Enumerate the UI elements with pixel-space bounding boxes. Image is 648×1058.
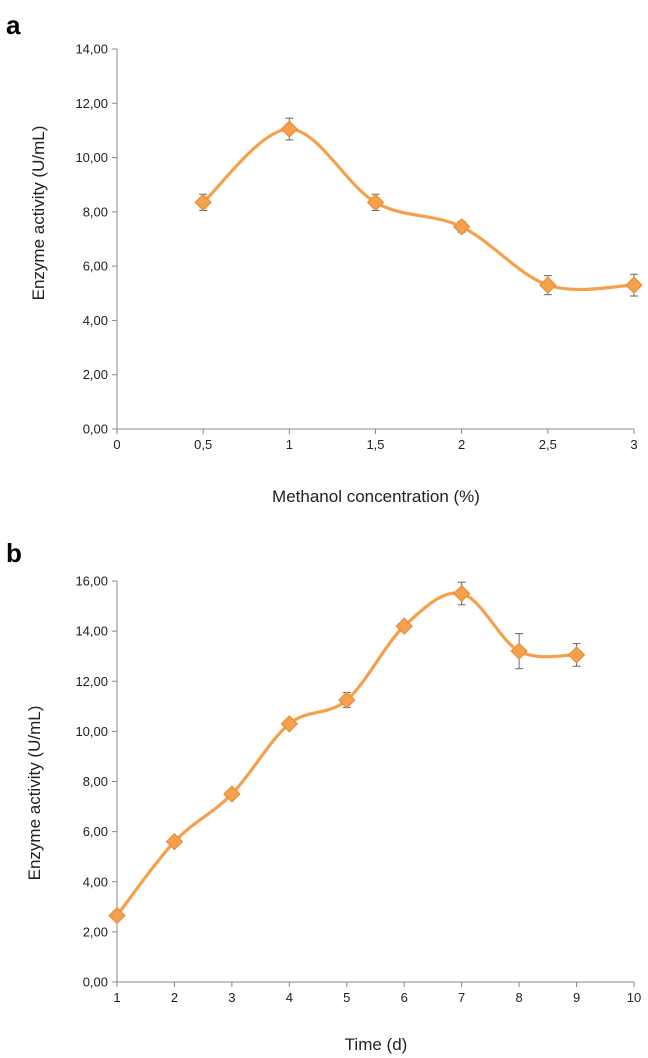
y-tick-label: 14,00 <box>75 42 108 57</box>
y-tick-label: 6,00 <box>83 824 108 839</box>
y-tick-label: 4,00 <box>83 313 108 328</box>
y-tick-label: 8,00 <box>83 204 108 219</box>
y-tick-label: 16,00 <box>75 574 108 589</box>
y-tick-label: 0,00 <box>83 975 108 990</box>
x-tick-label: 3 <box>228 990 235 1005</box>
panel-b-plot: 0,00 2,00 4,00 6,00 8,00 10,00 12,00 14,00 16,00… <box>75 574 641 1006</box>
panel-b: b 0,00 2,00 4,00 6,00 8,00 10,00 12,00 14,00 16,… <box>6 538 641 1054</box>
panel-b-letter: b <box>6 538 22 568</box>
data-point <box>395 617 413 635</box>
panel-b-y-axis-title: Enzyme activity (U/mL) <box>25 706 44 881</box>
x-tick-label: 9 <box>573 990 580 1005</box>
data-point <box>539 276 557 294</box>
x-tick-label: 6 <box>401 990 408 1005</box>
y-tick-label: 8,00 <box>83 774 108 789</box>
panel-b-x-axis-title: Time (d) <box>345 1035 408 1054</box>
x-tick-label: 5 <box>343 990 350 1005</box>
data-point <box>280 715 299 733</box>
data-point <box>280 120 299 138</box>
panel-a-y-axis-title: Enzyme activity (U/mL) <box>29 126 48 301</box>
y-tick-label: 12,00 <box>75 674 108 689</box>
data-point <box>510 642 528 660</box>
x-tick-label: 3 <box>630 437 637 452</box>
x-tick-label: 7 <box>458 990 465 1005</box>
data-point <box>567 646 586 664</box>
y-tick-label: 4,00 <box>83 874 108 889</box>
panel-a-letter: a <box>6 10 21 40</box>
y-tick-label: 2,00 <box>83 924 108 939</box>
x-tick-label: 2 <box>171 990 178 1005</box>
y-tick-label: 0,00 <box>83 422 108 437</box>
y-tick-label: 6,00 <box>83 259 108 274</box>
x-tick-label: 2 <box>458 437 465 452</box>
series-line <box>202 127 635 292</box>
x-tick-label: 0,5 <box>194 437 212 452</box>
y-tick-label: 2,00 <box>83 367 108 382</box>
series-line <box>115 591 577 917</box>
x-tick-label: 1 <box>286 437 293 452</box>
data-point <box>108 906 126 925</box>
data-point <box>194 193 212 212</box>
y-tick-label: 10,00 <box>75 724 108 739</box>
x-tick-label: 1,5 <box>366 437 384 452</box>
panel-a-x-axis-title: Methanol concentration (%) <box>272 487 480 506</box>
data-point <box>625 276 643 294</box>
y-tick-label: 10,00 <box>75 150 108 165</box>
data-point <box>165 832 184 851</box>
data-point <box>452 218 471 236</box>
data-point <box>338 691 356 709</box>
x-tick-label: 0 <box>113 437 120 452</box>
x-tick-label: 1 <box>113 990 120 1005</box>
panel-a-plot: 0,00 2,00 4,00 6,00 8,00 10,00 12,00 14,00 0 0,5 1… <box>75 42 643 452</box>
data-point <box>223 785 241 803</box>
x-tick-label: 10 <box>627 990 641 1005</box>
data-point <box>452 584 471 603</box>
y-tick-label: 14,00 <box>75 624 108 639</box>
x-tick-label: 4 <box>286 990 293 1005</box>
y-tick-label: 12,00 <box>75 96 108 111</box>
x-tick-label: 2,5 <box>539 437 557 452</box>
data-point <box>366 193 385 212</box>
x-tick-label: 8 <box>515 990 522 1005</box>
